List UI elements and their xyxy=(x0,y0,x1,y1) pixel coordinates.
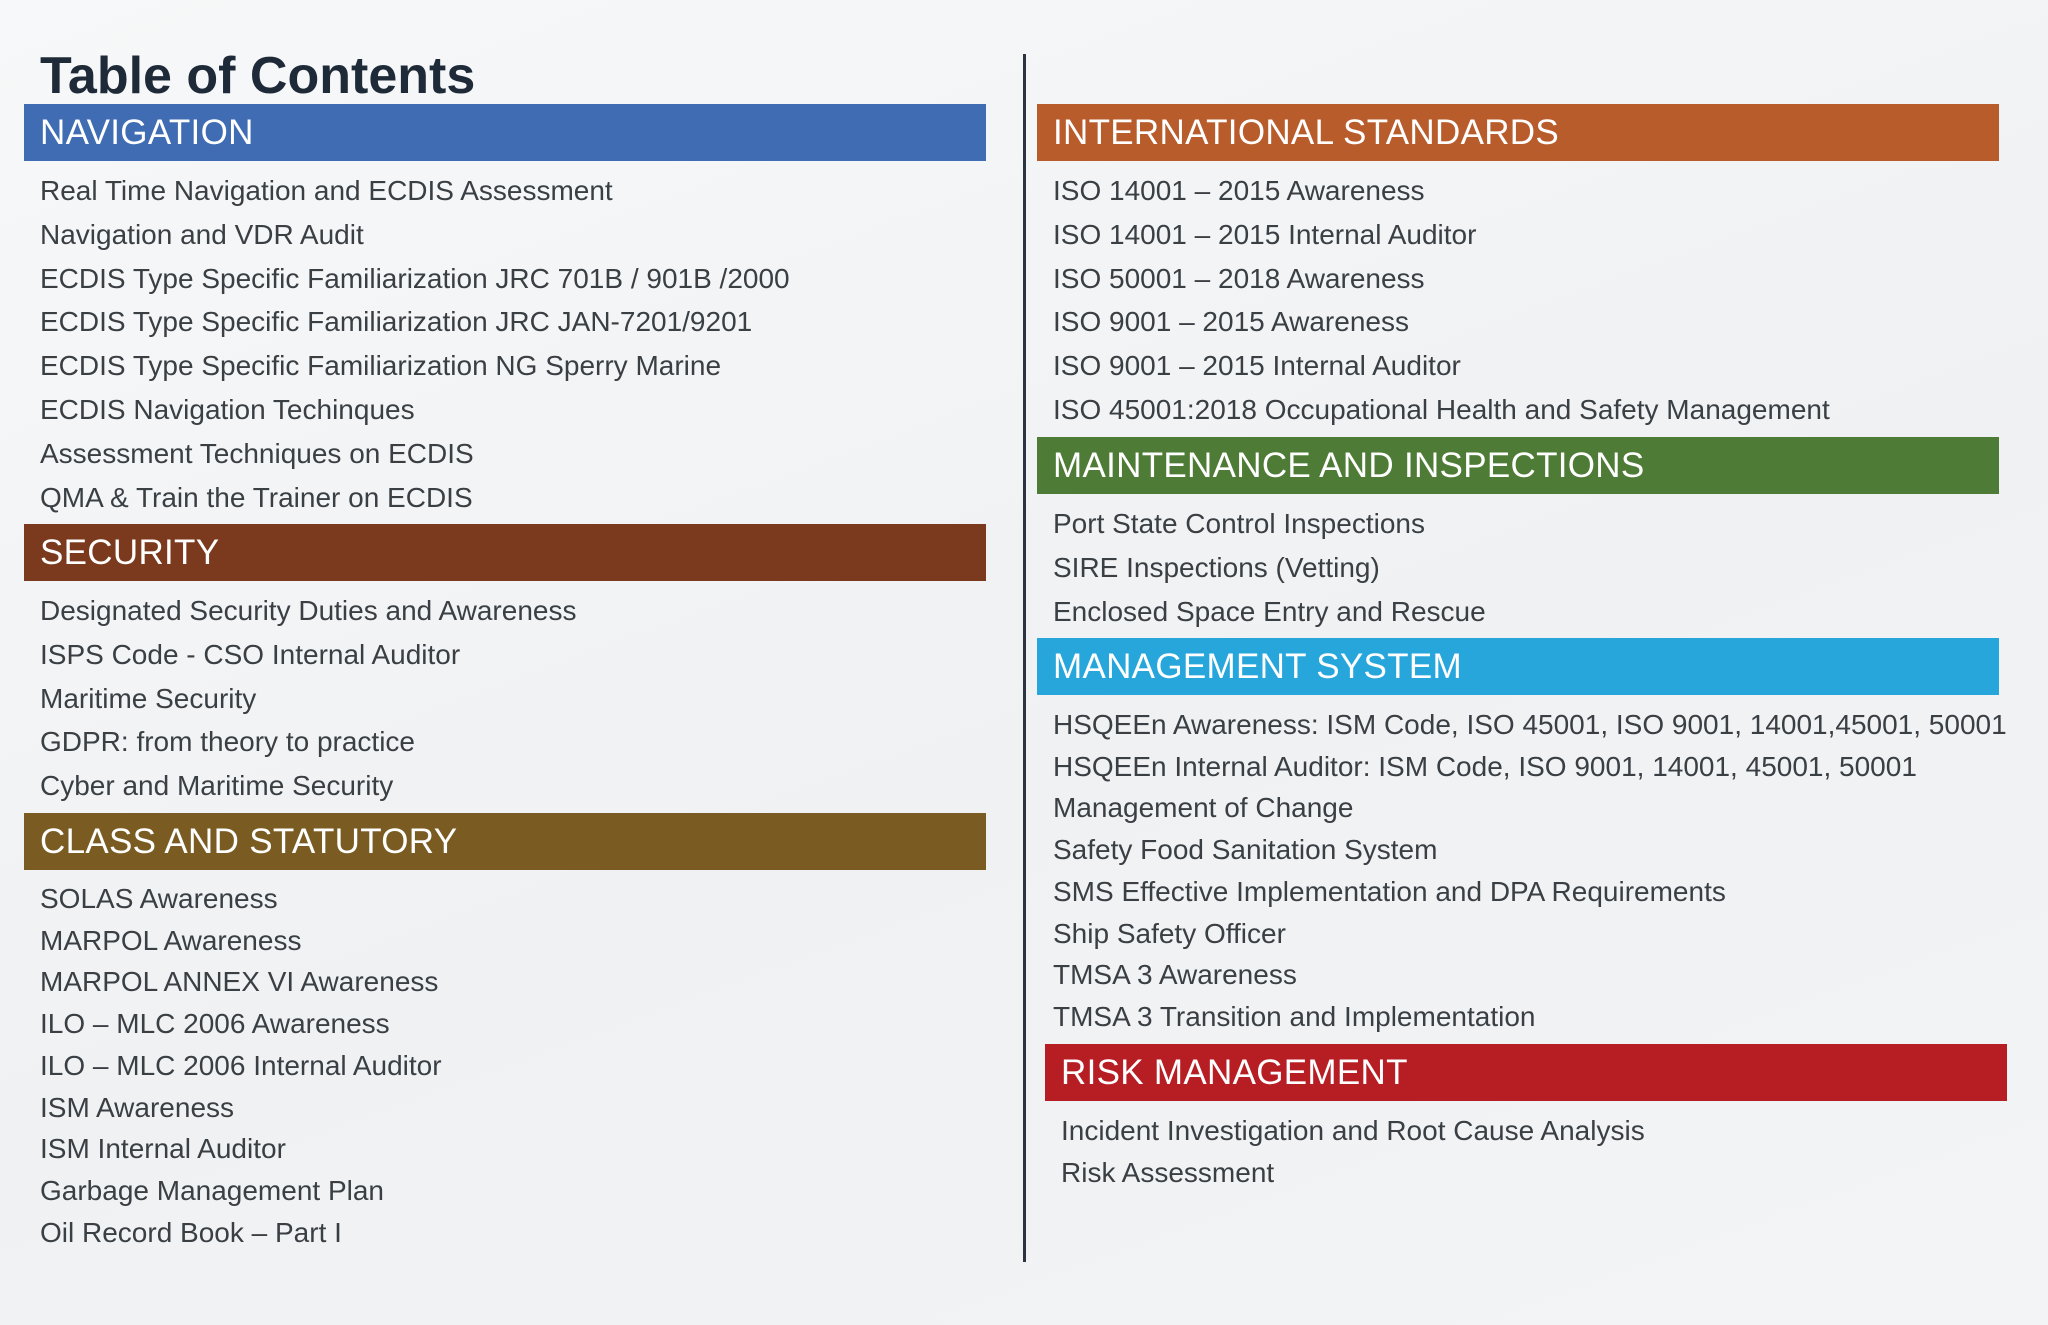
toc-entry[interactable]: QMA & Train the Trainer on ECDIS xyxy=(40,481,473,513)
toc-entry[interactable]: SMS Effective Implementation and DPA Req… xyxy=(1053,875,1726,907)
column-divider xyxy=(1023,54,1026,1262)
section-heading-international-standards: INTERNATIONAL STANDARDS xyxy=(1037,104,1999,161)
section-heading-maintenance-inspections: MAINTENANCE AND INSPECTIONS xyxy=(1037,437,1999,494)
toc-entry[interactable]: ECDIS Navigation Techinques xyxy=(40,393,415,425)
toc-entry[interactable]: ISO 45001:2018 Occupational Health and S… xyxy=(1053,393,1830,425)
toc-entry[interactable]: MARPOL Awareness xyxy=(40,924,302,956)
section-items-international-standards: ISO 14001 – 2015 Awareness ISO 14001 – 2… xyxy=(1037,169,1999,432)
page-title: Table of Contents xyxy=(40,47,476,105)
section-maintenance-inspections: MAINTENANCE AND INSPECTIONS Port State C… xyxy=(1037,437,1999,633)
toc-entry[interactable]: HSQEEn Awareness: ISM Code, ISO 45001, I… xyxy=(1053,709,2007,740)
section-items-management-system: HSQEEn Awareness: ISM Code, ISO 45001, I… xyxy=(1037,704,2007,1038)
toc-entry[interactable]: ISM Awareness xyxy=(40,1091,235,1123)
toc-entry[interactable]: ISO 14001 – 2015 Awareness xyxy=(1053,175,1425,206)
section-navigation: NAVIGATION Real Time Navigation and ECDI… xyxy=(24,104,986,519)
section-items-class-statutory: SOLAS Awareness MARPOL Awareness MARPOL … xyxy=(24,878,986,1253)
toc-entry[interactable]: Port State Control Inspections xyxy=(1053,508,1425,539)
toc-entry[interactable]: GDPR: from theory to practice xyxy=(40,726,416,758)
section-items-maintenance-inspections: Port State Control Inspections SIRE Insp… xyxy=(1037,502,1999,633)
toc-entry[interactable]: Maritime Security xyxy=(40,682,257,714)
toc-entry[interactable]: Navigation and VDR Audit xyxy=(40,218,364,250)
toc-entry[interactable]: ECDIS Type Specific Familiarization NG S… xyxy=(40,350,722,382)
toc-entry[interactable]: Incident Investigation and Root Cause An… xyxy=(1061,1115,1645,1146)
toc-entry[interactable]: Cyber and Maritime Security xyxy=(40,770,394,802)
section-items-security: Designated Security Duties and Awareness… xyxy=(24,589,986,808)
toc-entry[interactable]: ISM Internal Auditor xyxy=(40,1133,286,1165)
section-items-risk-management: Incident Investigation and Root Cause An… xyxy=(1045,1110,2007,1193)
toc-entry[interactable]: ECDIS Type Specific Familiarization JRC … xyxy=(40,306,753,338)
section-security: SECURITY Designated Security Duties and … xyxy=(24,524,986,808)
toc-entry[interactable]: ISO 14001 – 2015 Internal Auditor xyxy=(1053,218,1477,250)
toc-entry[interactable]: Ship Safety Officer xyxy=(1053,917,1286,949)
toc-entry[interactable]: ILO – MLC 2006 Awareness xyxy=(40,1008,390,1040)
section-management-system: MANAGEMENT SYSTEM HSQEEn Awareness: ISM … xyxy=(1037,638,2007,1038)
toc-entry[interactable]: ISO 9001 – 2015 Internal Auditor xyxy=(1053,350,1461,382)
toc-entry[interactable]: TMSA 3 Transition and Implementation xyxy=(1053,1000,1536,1032)
section-risk-management: RISK MANAGEMENT Incident Investigation a… xyxy=(1045,1044,2007,1193)
toc-entry[interactable]: SOLAS Awareness xyxy=(40,883,278,914)
toc-entry[interactable]: Real Time Navigation and ECDIS Assessmen… xyxy=(40,175,613,206)
toc-entry[interactable]: Assessment Techniques on ECDIS xyxy=(40,437,474,469)
toc-entry[interactable]: ISO 50001 – 2018 Awareness xyxy=(1053,262,1425,294)
section-heading-security: SECURITY xyxy=(24,524,986,581)
toc-entry[interactable]: Designated Security Duties and Awareness xyxy=(40,595,577,626)
toc-entry[interactable]: MARPOL ANNEX VI Awareness xyxy=(40,966,439,998)
toc-entry[interactable]: Safety Food Sanitation System xyxy=(1053,834,1438,866)
section-class-statutory: CLASS AND STATUTORY SOLAS Awareness MARP… xyxy=(24,813,986,1253)
toc-entry[interactable]: Garbage Management Plan xyxy=(40,1174,384,1206)
section-heading-management-system: MANAGEMENT SYSTEM xyxy=(1037,638,1999,695)
section-items-navigation: Real Time Navigation and ECDIS Assessmen… xyxy=(24,169,986,519)
section-heading-risk-management: RISK MANAGEMENT xyxy=(1045,1044,2007,1101)
toc-entry[interactable]: ECDIS Type Specific Familiarization JRC … xyxy=(40,262,790,294)
toc-entry[interactable]: ISPS Code - CSO Internal Auditor xyxy=(40,638,461,670)
toc-entry[interactable]: ILO – MLC 2006 Internal Auditor xyxy=(40,1049,442,1081)
toc-entry[interactable]: SIRE Inspections (Vetting) xyxy=(1053,551,1380,583)
toc-entry[interactable]: Oil Record Book – Part I xyxy=(40,1216,342,1248)
toc-entry[interactable]: HSQEEn Internal Auditor: ISM Code, ISO 9… xyxy=(1053,750,1917,782)
toc-entry[interactable]: TMSA 3 Awareness xyxy=(1053,959,1297,991)
section-heading-class-statutory: CLASS AND STATUTORY xyxy=(24,813,986,870)
section-heading-navigation: NAVIGATION xyxy=(24,104,986,161)
section-international-standards: INTERNATIONAL STANDARDS ISO 14001 – 2015… xyxy=(1037,104,1999,432)
toc-entry[interactable]: Risk Assessment xyxy=(1061,1156,1275,1188)
toc-entry[interactable]: Management of Change xyxy=(1053,792,1354,824)
toc-entry[interactable]: ISO 9001 – 2015 Awareness xyxy=(1053,306,1409,338)
toc-entry[interactable]: Enclosed Space Entry and Rescue xyxy=(1053,595,1486,627)
